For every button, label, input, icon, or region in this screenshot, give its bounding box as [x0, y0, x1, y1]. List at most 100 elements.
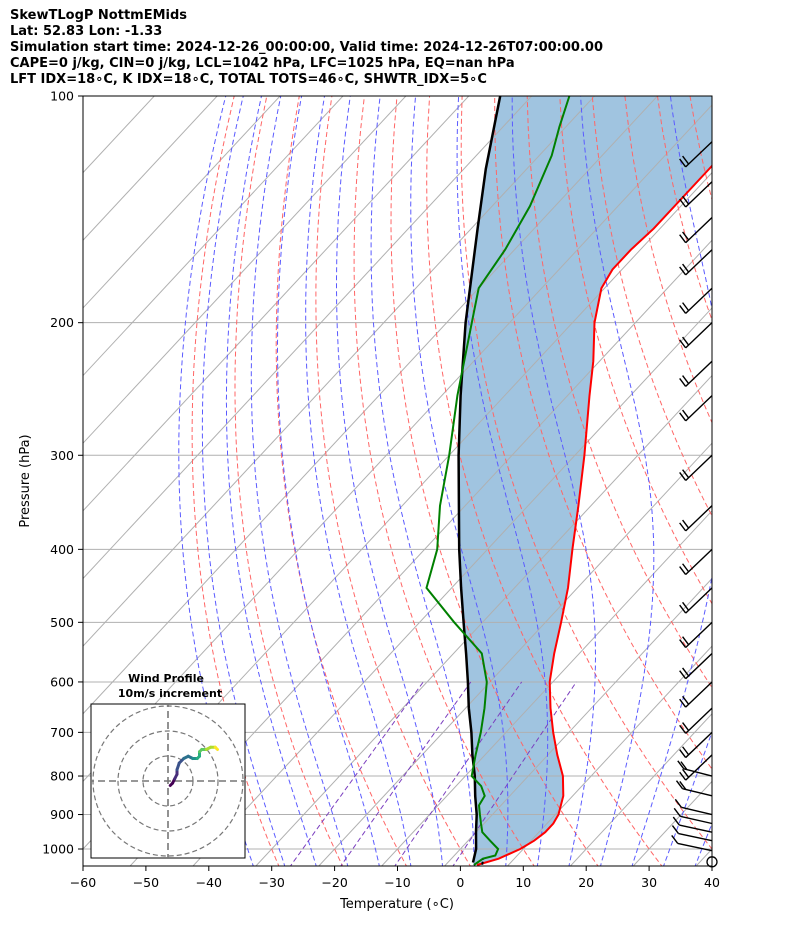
isotherm-line: [83, 96, 659, 715]
barb-flag: [674, 798, 682, 808]
isotherm-line: [83, 96, 533, 580]
barb-flag: [682, 155, 690, 165]
temperature-line: [476, 164, 712, 866]
barb-flag: [671, 825, 679, 834]
dry-adiabat: [559, 96, 712, 605]
barb-shaft: [683, 768, 713, 777]
wind-barb: [671, 835, 713, 852]
dry-adiabat: [723, 96, 794, 868]
barb-flag: [671, 835, 679, 844]
wind-barb: [679, 454, 713, 481]
barb-shaft: [685, 249, 713, 276]
x-tick-label: −20: [321, 875, 347, 890]
wind-barb: [679, 731, 713, 759]
isotherm-line: [83, 96, 281, 309]
wind-barb: [679, 249, 713, 276]
barb-shaft: [678, 832, 713, 842]
y-tick-label: 200: [50, 315, 74, 330]
wind-barb: [679, 395, 713, 422]
wind-barb: [679, 548, 713, 576]
dry-adiabat: [494, 96, 712, 770]
cin-shading: [458, 96, 712, 865]
grid-lines: [83, 79, 794, 868]
y-tick-label: 100: [50, 89, 74, 104]
hodograph-title: Wind Profile: [128, 672, 204, 685]
dry-adiabat: [689, 96, 712, 202]
barb-flag: [682, 601, 690, 611]
x-tick-label: −10: [384, 875, 410, 890]
moist-adiabat: [277, 96, 380, 866]
wind-barb: [677, 760, 713, 777]
moist-adiabat: [663, 730, 712, 866]
dry-adiabat: [315, 96, 471, 866]
moist-adiabat: [726, 83, 794, 868]
barb-flag: [682, 263, 690, 273]
isotherm-line: [83, 96, 344, 377]
isotherm-line: [83, 96, 470, 512]
barb-flag: [679, 781, 687, 790]
profile-lines: [425, 96, 712, 866]
mixing-ratio-line: [394, 681, 523, 866]
barb-shaft: [677, 842, 713, 852]
isotherm-line: [506, 645, 712, 866]
y-tick-label: 600: [50, 674, 74, 689]
wind-barb: [679, 587, 713, 614]
dry-adiabat: [191, 96, 280, 866]
barb-flag: [679, 198, 687, 208]
x-tick-label: 10: [515, 875, 531, 890]
moist-adiabat: [580, 96, 655, 866]
wind-barb: [672, 816, 713, 833]
y-axis-label: Pressure (hPa): [18, 434, 33, 527]
barb-flag: [680, 761, 688, 771]
isotherm-line: [129, 239, 712, 866]
moist-adiabat: [225, 96, 317, 866]
isotherm-line: [757, 79, 794, 868]
isotherm-line: [83, 96, 218, 242]
barb-flag: [682, 768, 690, 778]
barb-shaft: [682, 787, 713, 797]
y-tick-label: 400: [50, 542, 74, 557]
x-tick-label: −30: [259, 875, 285, 890]
moist-adiabat: [631, 96, 712, 866]
barb-flag: [682, 302, 690, 312]
wind-barb: [679, 505, 713, 532]
barb-flag: [682, 469, 690, 479]
y-tick-label: 500: [50, 615, 74, 630]
barb-flag: [675, 780, 684, 790]
isotherm-line: [255, 374, 712, 866]
barb-flag: [679, 749, 687, 758]
barb-flag: [679, 377, 687, 387]
isotherm-line: [83, 96, 596, 647]
dry-adiabat: [275, 96, 408, 866]
dewpoint-line: [425, 96, 571, 866]
barb-flag: [679, 566, 687, 575]
wind-barb: [679, 707, 713, 734]
wind-barb: [673, 807, 713, 825]
barb-flag: [679, 339, 687, 349]
y-tick-label: 1000: [42, 842, 74, 857]
moist-adiabat: [410, 96, 509, 866]
barb-flag: [682, 667, 690, 677]
barb-shaft: [681, 806, 713, 816]
y-tick-label: 300: [50, 448, 74, 463]
barb-flag: [679, 522, 687, 532]
barb-shaft: [685, 322, 713, 349]
wind-barb: [679, 652, 713, 680]
axis-ticks: −60 −50 −40 −30 −20 −10 0 10 20 30 40 100 200 300 400 5…: [42, 89, 720, 891]
barb-shaft: [685, 454, 713, 481]
barb-shaft: [685, 731, 713, 759]
barb-shaft: [685, 621, 713, 649]
dry-adiabat: [234, 96, 344, 866]
wind-barb: [679, 754, 713, 781]
barb-flag: [672, 816, 680, 826]
profile-shading: [458, 96, 712, 865]
dry-adiabat: [591, 96, 712, 517]
x-tick-label: 20: [578, 875, 594, 890]
barb-shaft: [685, 141, 713, 168]
hodograph-inset: Wind Profile 10m/s increment: [90, 672, 246, 859]
barb-flag: [679, 698, 687, 708]
moist-adiabat: [305, 96, 412, 866]
isotherm-line: [83, 96, 407, 444]
isotherm-line: [381, 510, 712, 866]
barb-shaft: [685, 707, 713, 734]
